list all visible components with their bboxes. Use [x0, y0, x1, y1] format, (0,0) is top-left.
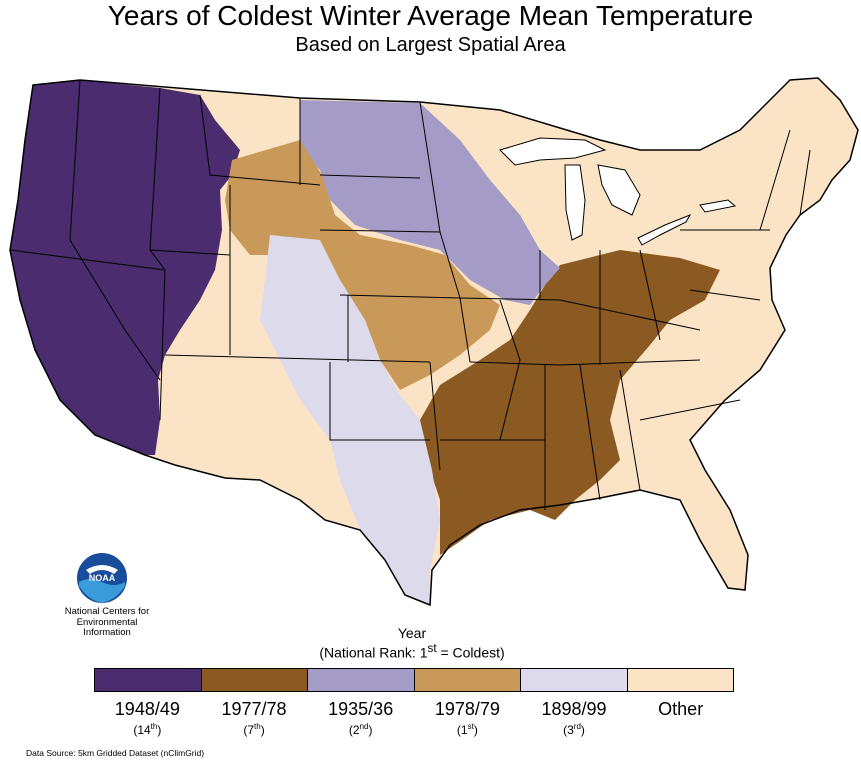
chart-title: Years of Coldest Winter Average Mean Tem…: [107, 0, 754, 31]
lake-huron: [597, 164, 641, 216]
us-map: [9, 77, 859, 607]
data-source-note: Data Source: 5km Gridded Dataset (nClimG…: [26, 748, 205, 758]
legend-swatch: [95, 669, 202, 691]
noaa-org-name: National Centers for Environmental Infor…: [52, 606, 162, 639]
legend-year: 1977/78: [221, 699, 287, 719]
legend-swatch: [627, 669, 733, 691]
legend-title-line1: Year: [397, 625, 427, 641]
state-boundaries: [9, 79, 811, 510]
lake-ontario: [699, 199, 737, 213]
legend-labels: 1948/49 (14th) 1977/78 (7th) 1935/36 (2n…: [94, 698, 734, 737]
org-line: Environmental: [76, 616, 138, 628]
noaa-badge-text: NOAA: [89, 573, 116, 583]
legend-year: Other: [658, 699, 704, 719]
legend-rank: (2nd): [348, 722, 373, 737]
noaa-logo: NOAA: [77, 553, 127, 603]
legend-title-line2: (National Rank: 1st = Coldest): [319, 642, 505, 661]
legend-rank: (3rd): [563, 722, 585, 737]
org-line: Information: [83, 627, 131, 638]
legend-label: 1898/99 (3rd): [521, 698, 628, 737]
legend-swatch: [308, 669, 415, 691]
region-1935-36: [300, 100, 560, 305]
lake-michigan: [564, 164, 586, 241]
legend-year: 1935/36: [328, 699, 394, 719]
us-outline: [9, 77, 859, 607]
legend-label: 1935/36 (2nd): [307, 698, 414, 737]
region-1978-79: [225, 140, 500, 390]
legend-label: 1977/78 (7th): [201, 698, 308, 737]
legend-rank: (14th): [133, 722, 162, 737]
legend-rank: (7th): [243, 722, 265, 737]
legend-year: 1978/79: [434, 699, 500, 719]
org-line: National Centers for: [64, 606, 150, 617]
chart-subtitle: Based on Largest Spatial Area: [295, 34, 566, 56]
legend-rank: (1st): [456, 722, 478, 737]
legend-year: 1948/49: [114, 699, 180, 719]
region-1898-99: [260, 235, 440, 605]
legend-title: Year (National Rank: 1st = Coldest): [262, 625, 562, 661]
lake-superior: [499, 137, 607, 166]
region-1977-78: [420, 250, 720, 555]
legend-swatch: [521, 669, 628, 691]
legend-swatch: [414, 669, 521, 691]
lake-erie: [637, 214, 692, 246]
region-1948-49: [10, 80, 240, 455]
legend-year: 1898/99: [541, 699, 607, 719]
legend-label: 1948/49 (14th): [94, 698, 201, 737]
legend-label: Other: [627, 698, 734, 737]
legend-swatch: [201, 669, 308, 691]
legend-color-bar: [94, 668, 734, 692]
legend-label: 1978/79 (1st): [414, 698, 521, 737]
